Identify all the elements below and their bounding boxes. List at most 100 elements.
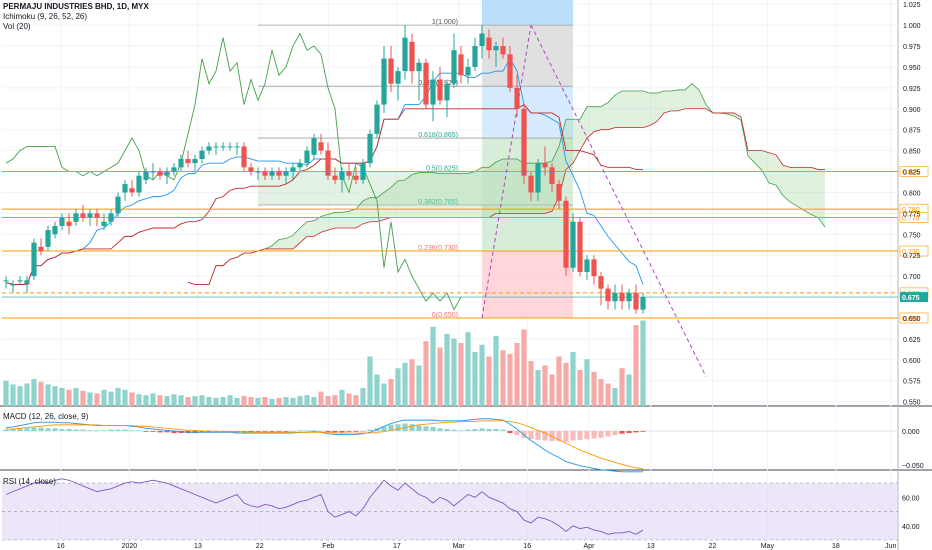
macd-histogram-bar: [640, 431, 646, 432]
candle-body: [122, 184, 128, 193]
level-label: 0.825: [902, 170, 920, 177]
time-axis-tick: 18: [832, 543, 840, 550]
candle-body: [549, 167, 555, 185]
rsi-axis-tick: 60.00: [902, 495, 920, 502]
candle-body: [241, 146, 247, 168]
candle-body: [395, 71, 401, 84]
macd-histogram-bar: [283, 431, 289, 432]
current-price-label: 0.675: [902, 295, 920, 302]
candle-body: [514, 87, 520, 109]
volume-bar: [248, 397, 254, 406]
macd-histogram-bar: [136, 430, 142, 432]
macd-histogram-bar: [73, 429, 79, 431]
time-axis-tick: 13: [647, 543, 655, 550]
macd-histogram-bar: [360, 431, 366, 432]
volume-bar: [143, 395, 149, 406]
macd-histogram-bar: [542, 431, 548, 441]
candle-body: [346, 171, 352, 176]
macd-histogram-bar: [577, 431, 583, 440]
candle-body: [17, 280, 23, 282]
volume-bar: [395, 368, 401, 406]
macd-histogram-bar: [318, 431, 324, 432]
volume-bar: [3, 380, 9, 406]
volume-bar: [269, 398, 275, 406]
candle-body: [577, 221, 583, 272]
candle-body: [136, 175, 142, 193]
volume-bar: [388, 379, 394, 406]
volume-bar: [164, 396, 170, 406]
price-axis-tick: 0.775: [903, 211, 921, 218]
candle-body: [500, 46, 506, 55]
macd-histogram-bar: [325, 431, 331, 433]
volume-bar: [374, 374, 380, 406]
macd-histogram-bar: [507, 431, 513, 434]
price-axis-tick: 1.000: [903, 23, 921, 30]
time-axis-tick: Apr: [584, 543, 596, 550]
candle-body: [325, 150, 331, 176]
macd-histogram-bar: [143, 431, 149, 432]
volume-bar: [31, 379, 37, 406]
macd-histogram-bar: [255, 431, 261, 432]
candle-body: [192, 158, 198, 164]
volume-bar: [297, 396, 303, 406]
macd-histogram-bar: [535, 431, 541, 440]
fib-level-label: 0(0.650): [432, 312, 458, 319]
volume-bar: [584, 359, 590, 406]
fib-zone: [482, 86, 573, 139]
time-axis-tick: May: [761, 543, 775, 550]
candle-body: [458, 54, 464, 76]
macd-histogram-bar: [451, 429, 457, 431]
price-axis-tick: 0.725: [903, 253, 921, 260]
volume-bar: [290, 397, 296, 406]
time-axis-tick: 22: [709, 543, 717, 550]
macd-histogram-bar: [598, 431, 604, 438]
volume-bar: [220, 397, 226, 406]
legend-volume: Vol (20): [3, 22, 31, 31]
macd-histogram-bar: [584, 431, 590, 440]
volume-bar: [591, 371, 597, 406]
candle-body: [507, 54, 513, 88]
rsi-line: [5, 478, 644, 535]
candle-body: [332, 175, 338, 180]
volume-bar: [444, 334, 450, 406]
volume-bar: [514, 343, 520, 406]
level-label-box: [899, 166, 929, 177]
candle-body: [486, 37, 492, 51]
macd-histogram-bar: [164, 431, 170, 433]
macd-histogram-bar: [458, 430, 464, 432]
volume-bar: [129, 392, 135, 406]
volume-bar: [241, 396, 247, 406]
candle-body: [409, 41, 415, 72]
macd-histogram-bar: [101, 430, 107, 432]
macd-histogram-bar: [17, 428, 23, 431]
candle-body: [591, 259, 597, 277]
price-axis-tick: 0.650: [903, 316, 921, 323]
volume-bar: [500, 350, 506, 406]
volume-bar: [598, 379, 604, 406]
macd-signal-line: [6, 420, 644, 470]
level-label-box: [899, 245, 929, 257]
price-axis-tick: 0.700: [903, 274, 921, 281]
candle-body: [185, 158, 191, 164]
candle-body: [164, 171, 170, 176]
ichimoku-base-line: [5, 104, 643, 285]
volume-bar: [73, 388, 79, 406]
candle-body: [31, 242, 37, 277]
candle-body: [479, 33, 485, 47]
macd-histogram-bar: [486, 428, 492, 431]
volume-bar: [17, 386, 23, 406]
price-axis-tick: 0.975: [903, 44, 921, 51]
volume-bar: [563, 362, 569, 406]
time-axis-tick: Feb: [322, 543, 334, 550]
candle-body: [563, 200, 569, 268]
price-axis-tick: 0.925: [903, 86, 921, 93]
candle-body: [584, 259, 590, 272]
volume-bar: [192, 396, 198, 406]
volume-bar: [108, 391, 114, 406]
candle-body: [234, 146, 240, 148]
price-axis-tick: 0.625: [903, 337, 921, 344]
candle-body: [101, 221, 107, 226]
candle-body: [213, 146, 219, 148]
candle-body: [374, 104, 380, 134]
